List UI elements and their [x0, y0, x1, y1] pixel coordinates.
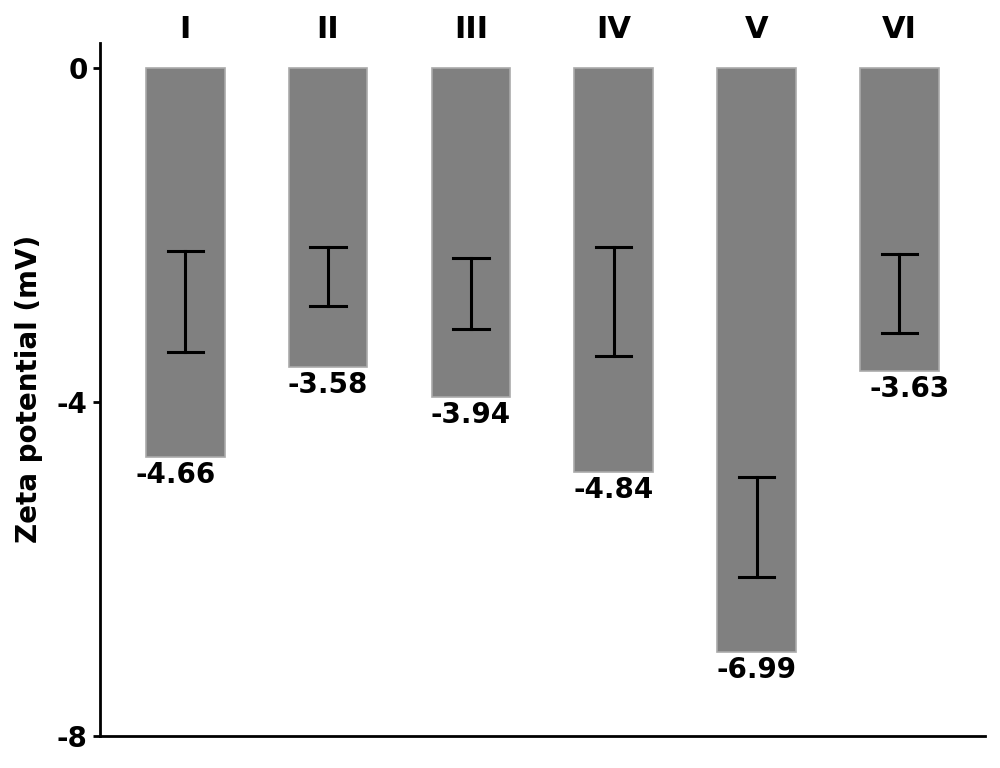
Bar: [574, 68, 653, 472]
Bar: [860, 68, 939, 371]
Bar: [717, 68, 796, 651]
Text: IV: IV: [596, 15, 631, 45]
Text: V: V: [745, 15, 768, 45]
Y-axis label: Zeta potential (mV): Zeta potential (mV): [15, 235, 43, 544]
Text: II: II: [317, 15, 339, 45]
Bar: [432, 68, 510, 397]
Text: -4.84: -4.84: [574, 476, 654, 504]
Bar: [146, 68, 225, 457]
Text: -6.99: -6.99: [717, 656, 797, 684]
Text: VI: VI: [882, 15, 917, 45]
Bar: [289, 68, 367, 367]
Text: -3.94: -3.94: [431, 401, 511, 429]
Text: III: III: [454, 15, 488, 45]
Text: I: I: [180, 15, 191, 45]
Text: -4.66: -4.66: [135, 461, 215, 489]
Text: -3.63: -3.63: [869, 375, 949, 403]
Text: -3.58: -3.58: [288, 371, 368, 399]
